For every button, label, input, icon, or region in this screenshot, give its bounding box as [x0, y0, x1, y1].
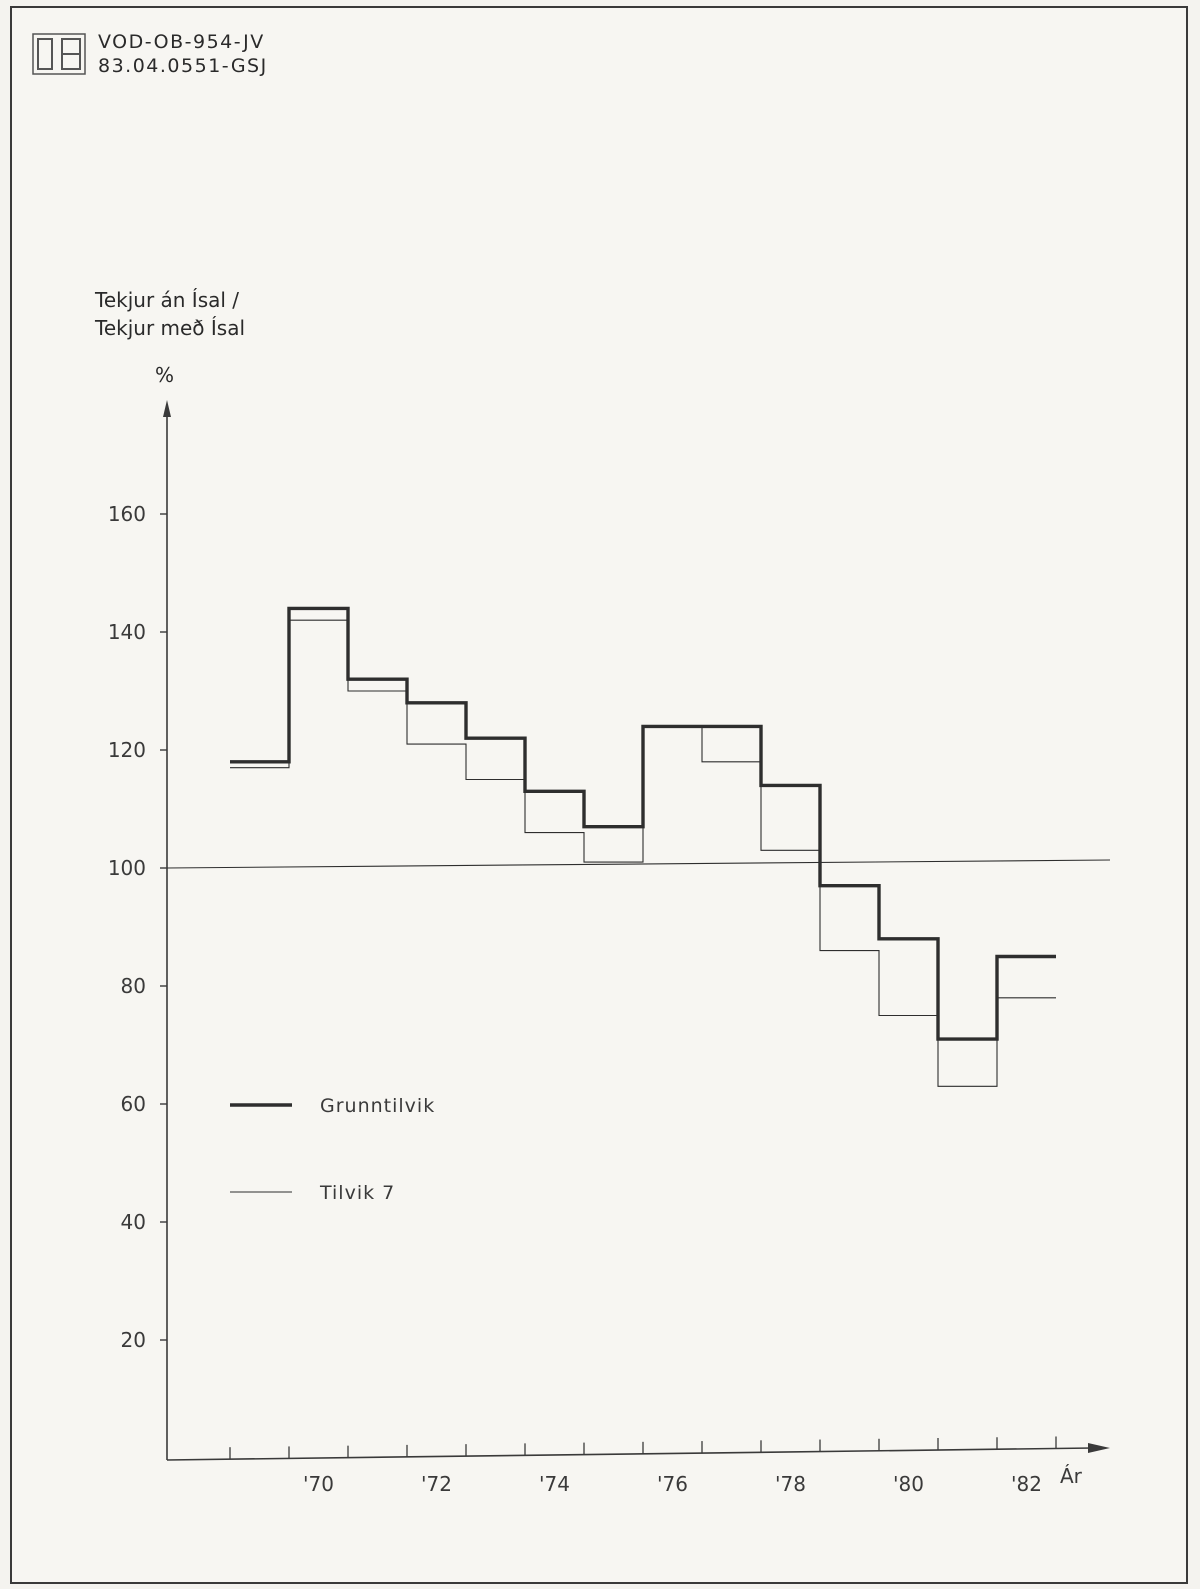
x-axis-arrow	[1088, 1443, 1110, 1453]
y-tick-label: 60	[121, 1092, 146, 1116]
legend: Grunntilvik Tilvik 7	[230, 1095, 435, 1204]
x-tick-label: '70	[303, 1472, 334, 1496]
x-tick-label: '72	[421, 1472, 452, 1496]
x-tick-label: '76	[657, 1472, 688, 1496]
reference-line-group	[166, 859, 1111, 869]
y-tick-label: 20	[121, 1328, 146, 1352]
x-tick-label: '78	[775, 1472, 806, 1496]
document-frame	[10, 6, 1188, 1584]
y-ticks: 20 40 60 80 100 120 140 160	[108, 502, 167, 1352]
x-ticks: '70 '72 '74 '76 '78 '80 '82	[229, 1436, 1057, 1496]
y-tick-label: 40	[121, 1210, 146, 1234]
y-axis-arrow	[163, 400, 171, 417]
y-tick-label: 100	[108, 856, 146, 880]
legend-label-tilvik-7: Tilvik 7	[319, 1182, 395, 1204]
x-tick-label: '74	[539, 1472, 570, 1496]
x-axis-label: Ár	[1060, 1464, 1083, 1488]
series-group	[230, 606, 1056, 1087]
document-header: VOD-OB-954-JV 83.04.0551-GSJ	[30, 30, 268, 78]
series-line-tilvik-7	[230, 619, 1056, 1087]
y-tick-label: 160	[108, 502, 146, 526]
x-tick-label: '82	[1011, 1472, 1042, 1496]
reference-line-100	[166, 859, 1111, 869]
x-axis	[166, 1447, 1094, 1461]
institution-logo-icon	[32, 33, 86, 75]
y-axis-unit: %	[155, 363, 174, 387]
document-code: VOD-OB-954-JV	[98, 31, 265, 53]
legend-label-grunntilvik: Grunntilvik	[320, 1095, 435, 1117]
x-tick-label: '80	[893, 1472, 924, 1496]
y-axis-label-line-2: Tekjur með Ísal	[94, 316, 245, 340]
axes: Ár	[163, 400, 1110, 1488]
document-reference: 83.04.0551-GSJ	[98, 55, 268, 77]
y-axis-label-line-1: Tekjur án Ísal /	[94, 288, 239, 312]
y-tick-label: 120	[108, 738, 146, 762]
y-tick-label: 80	[121, 974, 146, 998]
y-tick-label: 140	[108, 620, 146, 644]
